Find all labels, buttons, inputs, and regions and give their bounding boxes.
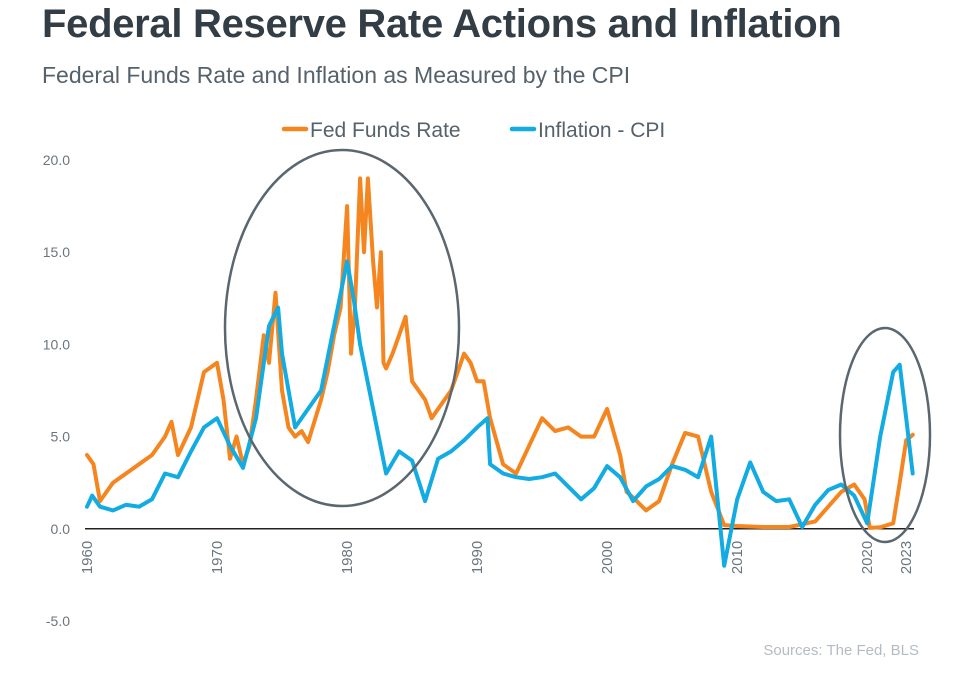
x-tick-label: 2020 [859, 541, 876, 574]
legend-label-fed-funds-rate: Fed Funds Rate [310, 119, 461, 142]
chart-subtitle: Federal Funds Rate and Inflation as Meas… [42, 62, 631, 88]
x-tick-label: 2000 [599, 541, 616, 574]
legend: Fed Funds Rate Inflation - CPI [281, 119, 665, 142]
legend-label-inflation-cpi: Inflation - CPI [538, 119, 665, 142]
y-tick-label: 0.0 [51, 521, 71, 537]
x-tick-label: 2023 [898, 541, 915, 574]
x-tick-label: 1980 [339, 541, 356, 574]
x-axis: 1960 1970 1980 1990 2000 2010 2020 2023 [79, 528, 915, 574]
inflation-cpi-line [85, 259, 915, 568]
y-axis: 20.0 15.0 10.0 5.0 0.0 -5.0 [43, 152, 70, 629]
x-tick-label: 1990 [469, 541, 486, 574]
y-tick-label: -5.0 [46, 613, 70, 629]
y-tick-label: 5.0 [51, 429, 71, 445]
annotation-ellipse-2020s [838, 326, 932, 544]
y-tick-label: 15.0 [43, 244, 70, 260]
chart-title: Federal Reserve Rate Actions and Inflati… [42, 2, 842, 46]
annotation-group [223, 148, 932, 544]
x-tick-label: 1960 [79, 541, 96, 574]
y-tick-label: 10.0 [43, 336, 70, 352]
fed-funds-rate-line [85, 176, 915, 530]
x-tick-label: 1970 [209, 541, 226, 574]
source-note: Sources: The Fed, BLS [763, 642, 919, 659]
series-group [85, 176, 915, 568]
x-tick-label: 2010 [729, 541, 746, 574]
y-tick-label: 20.0 [43, 152, 70, 168]
annotation-ellipse-1970s-1980s [223, 148, 461, 508]
